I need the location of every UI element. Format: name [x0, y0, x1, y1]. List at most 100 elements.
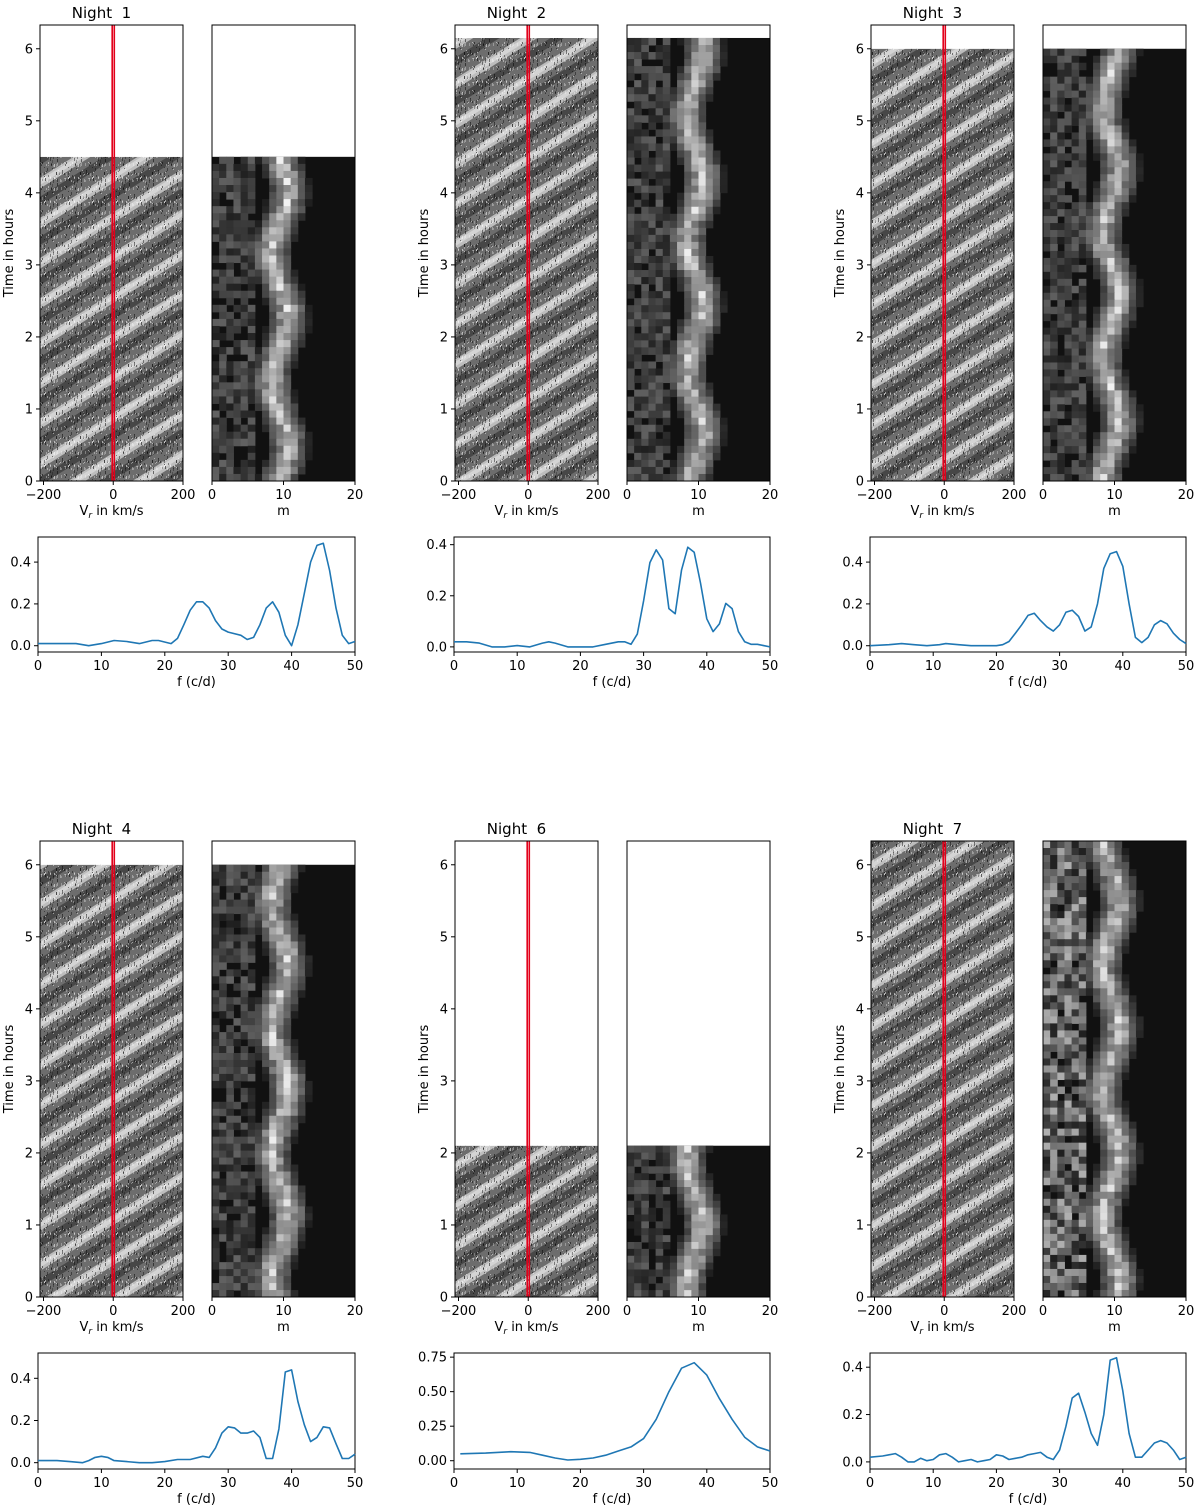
m-tick-label: 0 — [1039, 488, 1047, 503]
time-tick-label: 3 — [440, 258, 448, 273]
frequency-tick-label: 50 — [347, 659, 364, 674]
frequency-axis-label: f (c/d) — [1009, 675, 1048, 690]
m-tick-label: 20 — [762, 488, 779, 503]
frequency-tick-label: 10 — [509, 1476, 526, 1491]
amplitude-tick-label: 0.25 — [418, 1420, 447, 1435]
velocity-tick-label: −200 — [441, 1304, 477, 1319]
frequency-tick-label: 0 — [866, 659, 874, 674]
time-tick-label: 2 — [440, 330, 448, 345]
frequency-tick-label: 0 — [866, 1476, 874, 1491]
velocity-axis-label: Vr in km/s — [910, 1320, 974, 1337]
time-tick-label: 2 — [25, 330, 33, 345]
m-power-image — [627, 1145, 770, 1298]
frequency-tick-label: 40 — [1115, 659, 1132, 674]
time-tick-label: 6 — [25, 858, 33, 873]
amplitude-tick-label: 0.2 — [842, 1408, 863, 1423]
m-axis-label: m — [692, 504, 705, 519]
amplitude-tick-label: 0.2 — [10, 597, 31, 612]
frequency-tick-label: 0 — [34, 659, 42, 674]
night-title: Night 3 — [903, 4, 962, 22]
time-tick-label: 2 — [856, 330, 864, 345]
frequency-tick-label: 40 — [699, 1476, 716, 1491]
amplitude-tick-label: 0.0 — [842, 639, 863, 654]
time-tick-label: 4 — [440, 1002, 448, 1017]
velocity-tick-label: 0 — [109, 488, 117, 503]
m-tick-label: 0 — [1039, 1304, 1047, 1319]
velocity-axes-frame — [454, 24, 599, 482]
velocity-tick-label: 200 — [171, 488, 196, 503]
frequency-tick-label: 0 — [450, 1476, 458, 1491]
frequency-tick-label: 20 — [572, 659, 589, 674]
frequency-tick-label: 30 — [220, 1476, 237, 1491]
frequency-tick-label: 10 — [925, 1476, 942, 1491]
velocity-axes-frame — [454, 840, 599, 1298]
frequency-tick-label: 40 — [283, 659, 300, 674]
time-tick-label: 4 — [856, 1002, 864, 1017]
frequency-axis-label: f (c/d) — [1009, 1492, 1048, 1507]
frequency-tick-label: 40 — [1115, 1476, 1132, 1491]
velocity-axes-frame — [39, 24, 184, 482]
night-title: Night 1 — [72, 4, 131, 22]
time-tick-label: 6 — [856, 42, 864, 57]
time-tick-label: 1 — [25, 1218, 33, 1233]
frequency-tick-label: 0 — [450, 659, 458, 674]
m-axis-label: m — [692, 1320, 705, 1335]
time-tick-label: 1 — [856, 1218, 864, 1233]
frequency-tick-label: 0 — [34, 1476, 42, 1491]
amplitude-tick-label: 0.4 — [842, 1361, 863, 1376]
amplitude-tick-label: 0.0 — [10, 639, 31, 654]
frequency-spectrum-line — [869, 550, 1187, 647]
m-axis-label: m — [277, 504, 290, 519]
m-power-image — [627, 37, 770, 482]
frequency-spectrum-line — [460, 1361, 771, 1461]
velocity-tick-label: 0 — [524, 1304, 532, 1319]
night-title: Night 6 — [487, 820, 546, 838]
amplitude-tick-label: 0.4 — [10, 1372, 31, 1387]
velocity-axes-frame — [870, 24, 1015, 482]
velocity-tick-label: 0 — [940, 488, 948, 503]
velocity-axes-frame — [870, 840, 1015, 1298]
time-tick-label: 1 — [440, 1218, 448, 1233]
velocity-tick-label: 0 — [940, 1304, 948, 1319]
time-axis-label: Time in hours — [417, 1025, 432, 1115]
time-tick-label: 5 — [25, 930, 33, 945]
time-axis-label: Time in hours — [2, 1025, 17, 1115]
frequency-axis-label: f (c/d) — [177, 675, 216, 690]
velocity-tick-label: 200 — [586, 1304, 611, 1319]
m-tick-label: 20 — [1178, 1304, 1195, 1319]
frequency-tick-label: 40 — [283, 1476, 300, 1491]
m-tick-label: 10 — [690, 488, 707, 503]
time-tick-label: 5 — [440, 930, 448, 945]
time-tick-label: 0 — [856, 1291, 864, 1306]
time-tick-label: 0 — [25, 1291, 33, 1306]
time-tick-label: 6 — [25, 42, 33, 57]
time-axis-label: Time in hours — [833, 209, 848, 299]
frequency-tick-label: 50 — [762, 1476, 779, 1491]
frequency-spectrum-line — [869, 1356, 1187, 1463]
time-tick-label: 3 — [440, 1074, 448, 1089]
time-axis-label: Time in hours — [2, 209, 17, 299]
amplitude-tick-label: 0.0 — [842, 1455, 863, 1470]
amplitude-tick-label: 0.2 — [10, 1414, 31, 1429]
velocity-tick-label: −200 — [26, 1304, 62, 1319]
velocity-tick-label: 200 — [586, 488, 611, 503]
velocity-tick-label: 200 — [1002, 1304, 1027, 1319]
time-axis-label: Time in hours — [417, 209, 432, 299]
velocity-tick-label: −200 — [26, 488, 62, 503]
m-power-image — [1043, 841, 1186, 1298]
spectrum-axes-frame — [453, 1352, 771, 1470]
time-tick-label: 6 — [440, 42, 448, 57]
spectrum-axes-frame — [869, 1352, 1187, 1470]
frequency-spectrum-line — [38, 542, 356, 647]
spectrum-axes-frame — [453, 536, 771, 653]
velocity-axis-label: Vr in km/s — [79, 1320, 143, 1337]
frequency-tick-label: 20 — [157, 1476, 174, 1491]
spectrum-axes-frame — [37, 536, 356, 653]
frequency-axis-label: f (c/d) — [177, 1492, 216, 1507]
time-tick-label: 4 — [440, 186, 448, 201]
m-axis-label: m — [277, 1320, 290, 1335]
m-tick-label: 0 — [208, 1304, 216, 1319]
